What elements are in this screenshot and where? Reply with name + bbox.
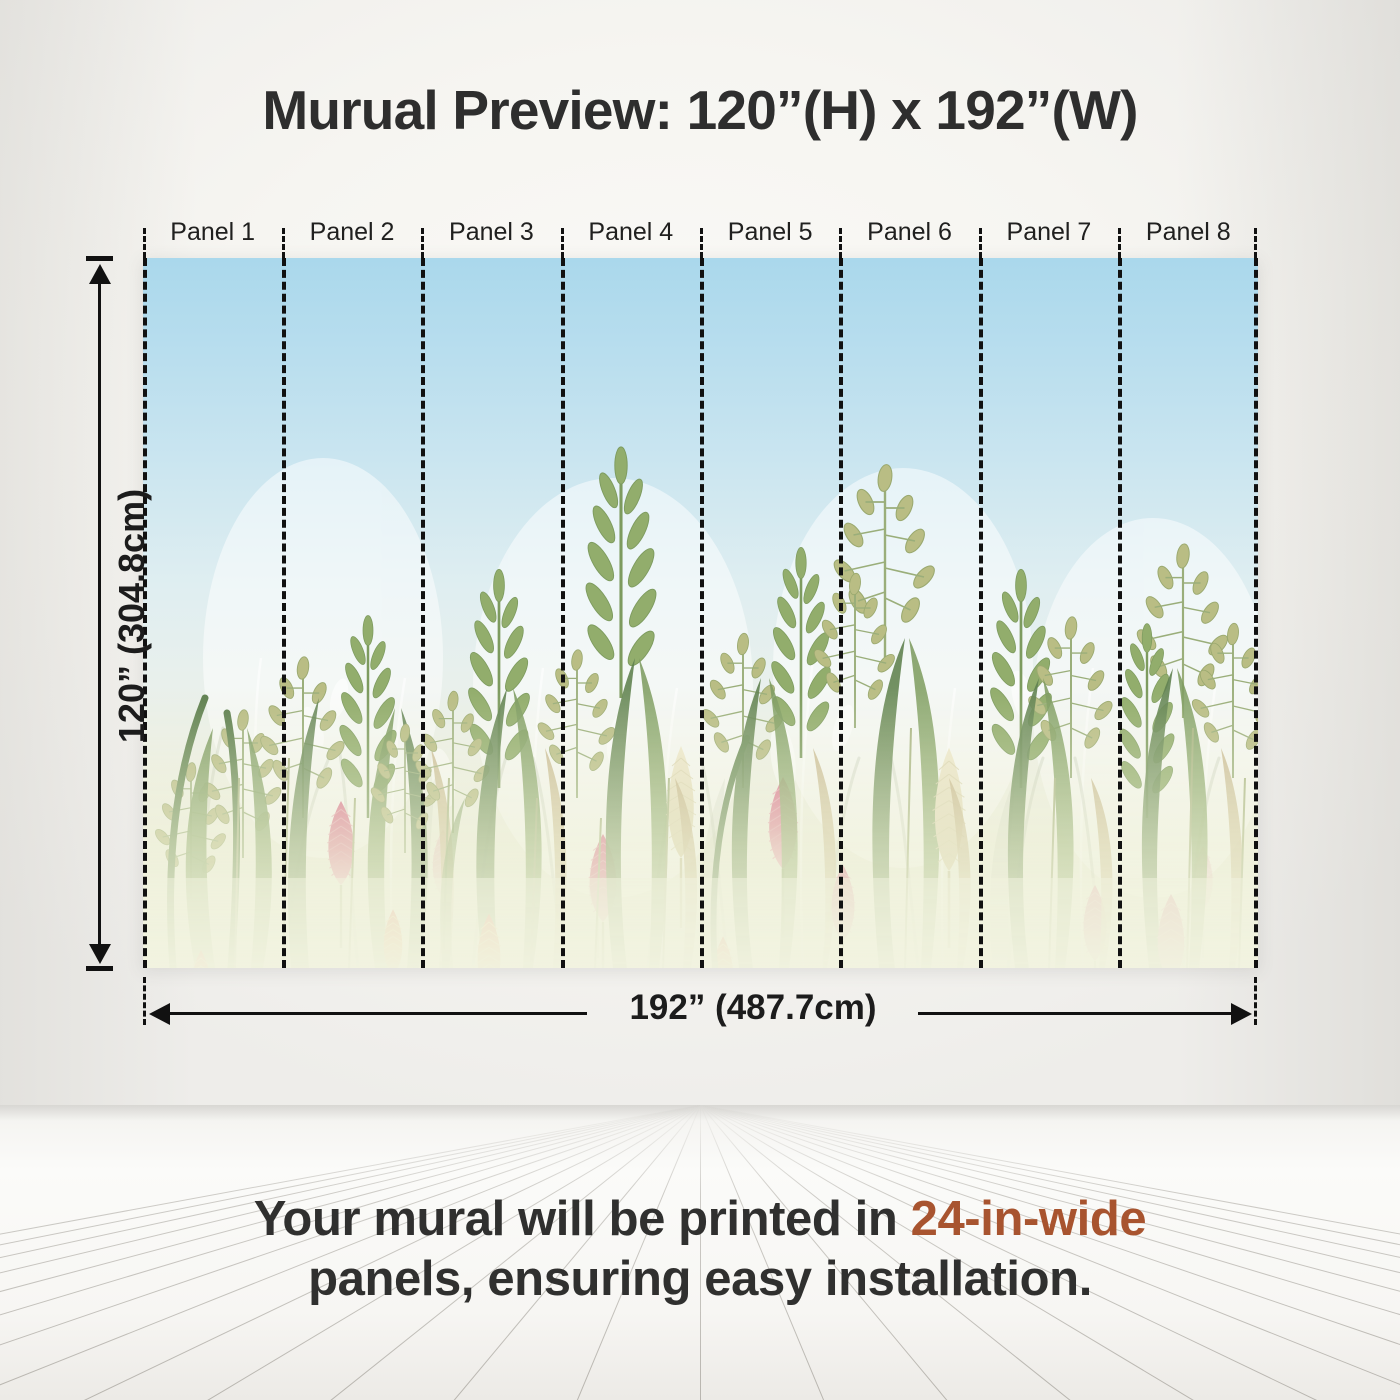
panel-seam-5 <box>839 258 843 968</box>
caption-highlight: 24-in-wide <box>910 1192 1147 1246</box>
width-arrow-left-icon <box>149 1003 170 1025</box>
caption: Your mural will be printed in 24-in-wide… <box>90 1190 1310 1310</box>
floor-plank-seam <box>700 1105 701 1400</box>
height-arrow-down-icon <box>89 944 111 964</box>
panel-seam-3 <box>561 258 565 968</box>
panel-label-6: Panel 6 <box>867 218 952 246</box>
panel-label-1: Panel 1 <box>170 218 256 246</box>
panel-label-3: Panel 3 <box>449 218 534 246</box>
width-tick-right <box>1254 977 1257 1025</box>
panel-seam-0 <box>143 258 147 968</box>
panel-seam-4 <box>700 258 704 968</box>
mural-preview[interactable] <box>143 258 1258 968</box>
panel-seam-7 <box>1118 258 1122 968</box>
width-label: 192” (487.7cm) <box>629 988 877 1027</box>
caption-line1-pre: Your mural will be printed in <box>253 1192 911 1246</box>
width-tick-left <box>143 977 146 1025</box>
panel-seam-1 <box>282 258 286 968</box>
width-arrow-right-icon <box>1231 1003 1252 1025</box>
caption-line2: panels, ensuring easy installation. <box>308 1251 1092 1306</box>
panel-label-8: Panel 8 <box>1145 218 1231 246</box>
page-title: Murual Preview: 120”(H) x 192”(W) <box>262 79 1138 141</box>
width-line-right <box>918 1012 1234 1015</box>
height-tick-top <box>86 256 113 261</box>
height-label: 120” (304.8cm) <box>111 488 152 744</box>
panel-label-5: Panel 5 <box>727 218 813 246</box>
width-line-left <box>167 1012 587 1015</box>
panel-label-4: Panel 4 <box>588 218 674 246</box>
panel-label-2: Panel 2 <box>309 218 395 246</box>
panel-seam-2 <box>421 258 425 968</box>
mural-artwork <box>143 258 1258 968</box>
width-dimension: 192” (487.7cm) <box>143 977 1258 1045</box>
height-tick-bottom <box>86 966 113 971</box>
height-dimension: 120” (304.8cm) <box>72 250 152 976</box>
panel-label-7: Panel 7 <box>1006 218 1092 246</box>
panel-seam-8 <box>1254 258 1258 968</box>
panel-seam-6 <box>979 258 983 968</box>
seam-ticks-top <box>143 228 1258 258</box>
panel-label-row: Panel 1 Panel 2 Panel 3 Panel 4 Panel 5 … <box>143 215 1258 249</box>
height-line <box>98 268 101 958</box>
floor <box>0 1105 1400 1400</box>
